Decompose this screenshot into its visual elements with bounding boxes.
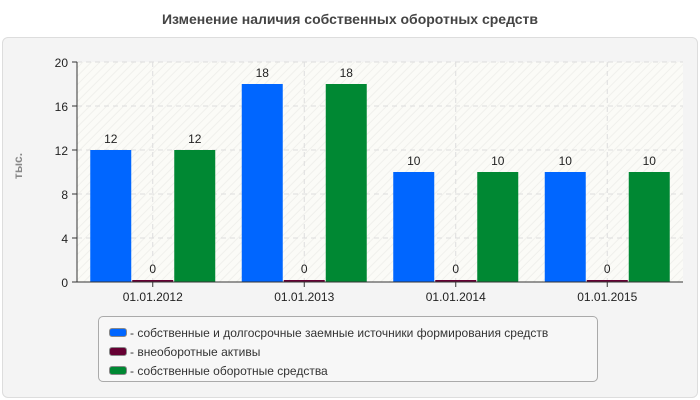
- bar: [325, 84, 367, 282]
- legend: - собственные и долгосрочные заемные ист…: [98, 316, 598, 382]
- bar: [283, 280, 325, 282]
- legend-swatch: [109, 328, 127, 337]
- x-tick-label: 01.01.2014: [426, 290, 486, 304]
- bar: [241, 84, 283, 282]
- data-label: 0: [301, 262, 308, 276]
- bar: [586, 280, 628, 282]
- legend-item: - собственные и долгосрочные заемные ист…: [99, 323, 597, 342]
- bar: [132, 280, 174, 282]
- bar: [435, 280, 477, 282]
- plot-area: [77, 62, 683, 282]
- data-label: 0: [452, 262, 459, 276]
- y-tick-label: 0: [61, 276, 68, 290]
- bar: [393, 172, 435, 282]
- bar: [628, 172, 670, 282]
- data-label: 10: [559, 154, 573, 168]
- y-tick-label: 4: [61, 232, 68, 246]
- legend-label: - внеоборотные активы: [130, 344, 261, 359]
- x-tick-label: 01.01.2012: [123, 290, 183, 304]
- legend-item: - собственные оборотные средства: [99, 361, 597, 380]
- bar: [544, 172, 586, 282]
- bar: [477, 172, 519, 282]
- y-tick-label: 20: [55, 56, 69, 70]
- data-label: 0: [149, 262, 156, 276]
- legend-label: - собственные и долгосрочные заемные ист…: [130, 325, 549, 340]
- y-tick-label: 8: [61, 188, 68, 202]
- data-label: 18: [340, 66, 354, 80]
- x-tick-label: 01.01.2015: [577, 290, 637, 304]
- data-label: 0: [604, 262, 611, 276]
- legend-swatch: [109, 366, 127, 375]
- data-label: 10: [643, 154, 657, 168]
- y-tick-label: 12: [55, 144, 69, 158]
- chart-title: Изменение наличия собственных оборотных …: [161, 11, 539, 27]
- legend-label: - собственные оборотные средства: [130, 363, 328, 378]
- bar: [174, 150, 216, 282]
- x-tick-label: 01.01.2013: [274, 290, 334, 304]
- data-label: 12: [104, 132, 118, 146]
- y-tick-label: 16: [55, 100, 69, 114]
- data-label: 18: [256, 66, 270, 80]
- data-label: 12: [188, 132, 202, 146]
- data-label: 10: [407, 154, 421, 168]
- legend-item: - внеоборотные активы: [99, 342, 597, 361]
- data-label: 10: [491, 154, 505, 168]
- legend-swatch: [109, 347, 127, 356]
- bar: [90, 150, 132, 282]
- y-axis-label: тыс.: [11, 153, 25, 179]
